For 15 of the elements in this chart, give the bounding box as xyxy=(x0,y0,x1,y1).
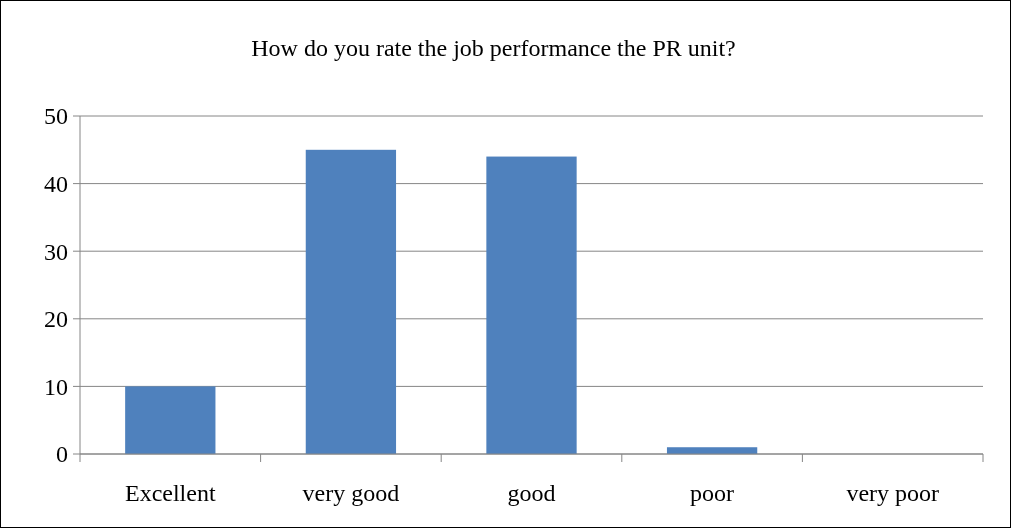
bar xyxy=(125,386,216,454)
chart-title: How do you rate the job performance the PR unit? xyxy=(251,35,736,61)
x-tick-label: very poor xyxy=(846,480,940,506)
x-tick-label: Excellent xyxy=(124,480,216,506)
y-tick-label: 10 xyxy=(44,373,68,400)
bar xyxy=(305,149,397,454)
x-tick-label: good xyxy=(507,480,556,506)
y-tick-label: 30 xyxy=(44,238,68,265)
y-tick-label: 40 xyxy=(44,171,68,197)
bar xyxy=(486,156,577,454)
x-tick-label: very good xyxy=(302,480,400,506)
y-tick-label: 20 xyxy=(44,306,68,333)
x-tick-label: poor xyxy=(690,480,735,506)
y-tick-label: 0 xyxy=(56,441,68,468)
y-tick-label: 50 xyxy=(44,103,68,130)
